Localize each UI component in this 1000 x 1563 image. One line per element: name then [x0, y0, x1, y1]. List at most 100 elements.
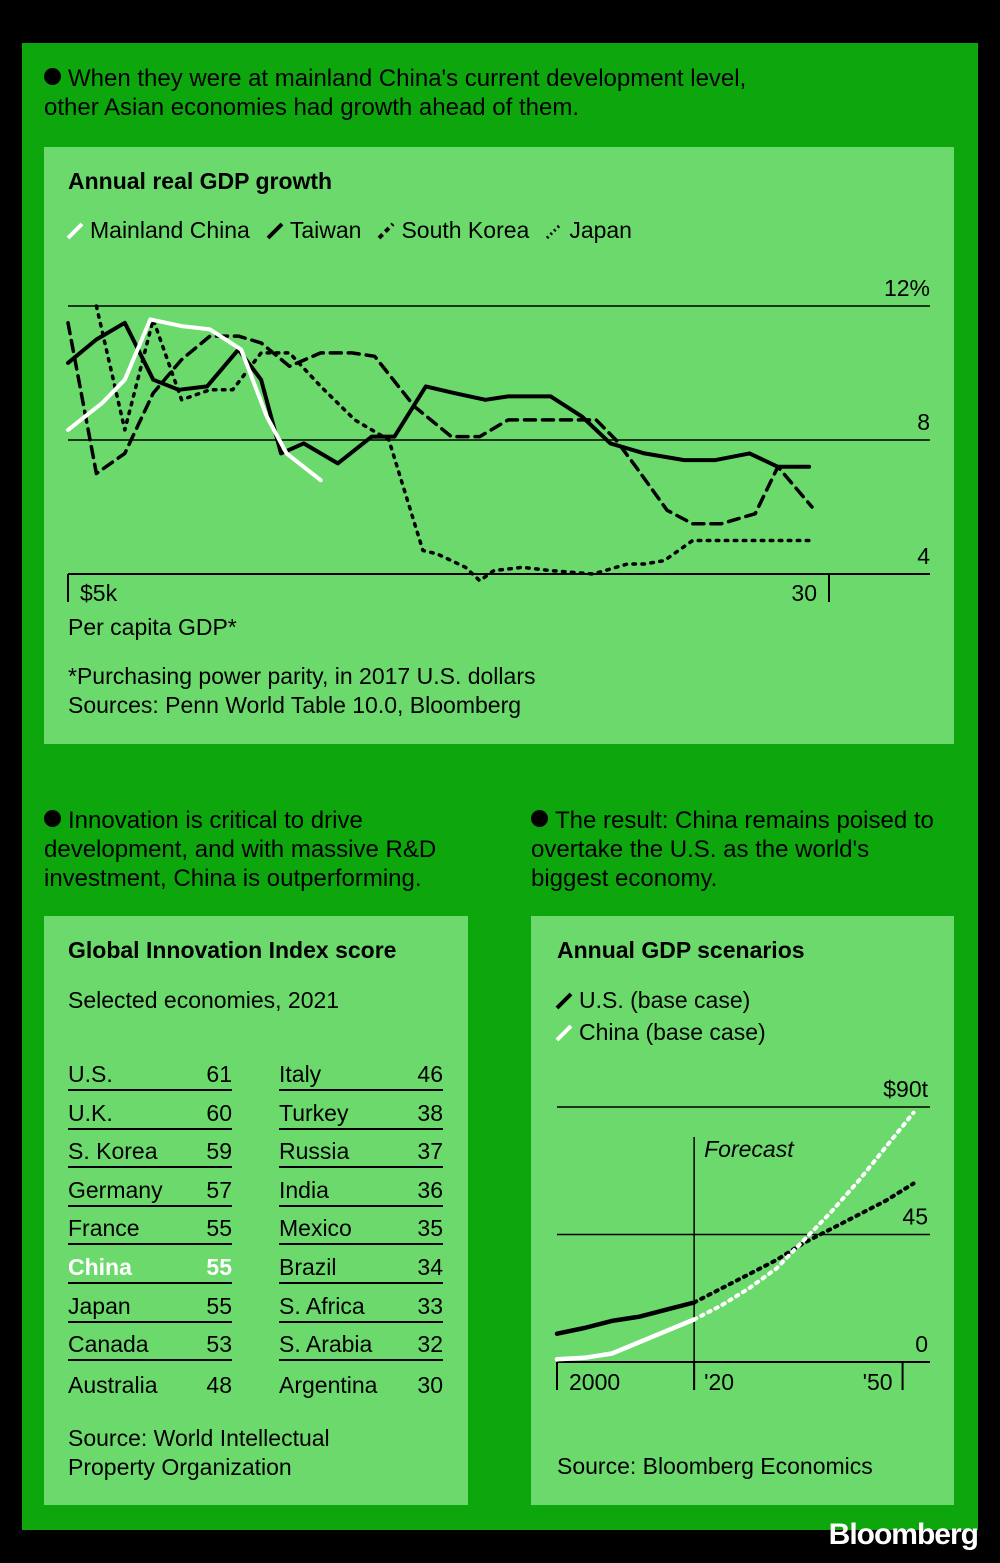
section2-bullet-text: Innovation is critical to drive developm… — [44, 807, 437, 892]
y-tick-label: 45 — [902, 1204, 928, 1230]
bullet-dot-icon — [44, 68, 61, 85]
legend-swatch-china-base-icon — [555, 1024, 573, 1041]
economy-name: S. Arabia — [279, 1331, 373, 1358]
legend-item-us: U.S. (base case) — [555, 987, 750, 1014]
innovation-panel: Global Innovation Index score Selected e… — [44, 916, 468, 1505]
table-row: China 55 — [68, 1247, 232, 1284]
legend-label-south-korea: South Korea — [401, 217, 530, 243]
economy-score: 35 — [417, 1215, 443, 1242]
table-row: Canada 53 — [68, 1324, 232, 1362]
economy-score: 46 — [417, 1061, 443, 1087]
economy-name: S. Korea — [68, 1138, 158, 1165]
table-row: S. Arabia 32 — [279, 1324, 443, 1362]
legend-swatch-japan-icon — [546, 222, 563, 239]
economy-name: Japan — [68, 1292, 131, 1319]
section2-bullet: Innovation is critical to drive developm… — [44, 806, 484, 893]
economy-score: 61 — [206, 1061, 232, 1087]
legend-item-south-korea: South Korea — [377, 217, 529, 244]
series-line-china-base-case-historical — [554, 1317, 697, 1362]
table-row: U.K. 60 — [68, 1093, 232, 1130]
y-tick-label: $90t — [883, 1076, 928, 1102]
economy-score: 37 — [417, 1138, 443, 1165]
table-row: Italy 46 — [279, 1054, 443, 1091]
table-row: Brazil 34 — [279, 1247, 443, 1284]
economy-name: Mexico — [279, 1215, 352, 1242]
gdp-growth-tick-labels: 12% 8 4 $5k 30 — [80, 275, 930, 606]
innovation-table-right: Italy 46 Turkey 38 Russia 37 India 36 Mexico 35 Br… — [279, 1054, 443, 1401]
legend-swatch-south-korea-icon — [378, 222, 395, 239]
economy-name: India — [279, 1176, 329, 1203]
legend-item-taiwan: Taiwan — [266, 217, 362, 244]
table-row: S. Korea 59 — [68, 1131, 232, 1169]
gdp-scenarios-legend-us: U.S. (base case) — [555, 987, 766, 1014]
legend-swatch-taiwan-icon — [266, 222, 284, 239]
economy-name: Turkey — [279, 1099, 349, 1126]
economy-name: Germany — [68, 1176, 163, 1203]
x-tick-label: 2000 — [569, 1369, 620, 1395]
table-row: Germany 57 — [68, 1170, 232, 1207]
gdp-growth-gridlines — [67, 305, 930, 602]
gdp-scenarios-source: Source: Bloomberg Economics — [557, 1453, 873, 1479]
table-row: Russia 37 — [279, 1131, 443, 1169]
gdp-scenarios-series — [554, 1110, 916, 1362]
legend-label-japan: Japan — [569, 217, 632, 243]
gdp-growth-source: Sources: Penn World Table 10.0, Bloomber… — [68, 692, 522, 718]
economy-score: 36 — [417, 1176, 443, 1203]
gdp-growth-panel: Annual real GDP growth Mainland China Ta… — [44, 147, 954, 744]
section1-bullet-text: When they were at mainland China's curre… — [44, 65, 747, 121]
economy-score: 34 — [417, 1253, 443, 1280]
economy-score: 32 — [417, 1331, 443, 1358]
economy-name: Argentina — [279, 1371, 378, 1398]
economy-score: 48 — [206, 1371, 232, 1398]
economy-score: 55 — [206, 1253, 232, 1280]
economy-name: Australia — [68, 1371, 158, 1398]
legend-item-japan: Japan — [545, 217, 632, 244]
gdp-growth-title: Annual real GDP growth — [68, 168, 333, 194]
series-line-japan — [94, 304, 814, 583]
economy-score: 30 — [417, 1371, 443, 1398]
table-row: U.S. 61 — [68, 1054, 232, 1091]
table-row: S. Africa 33 — [279, 1286, 443, 1323]
series-line-taiwan — [66, 320, 812, 469]
y-tick-label: 0 — [915, 1331, 928, 1357]
economy-score: 60 — [206, 1099, 232, 1126]
innovation-subtitle: Selected economies, 2021 — [68, 987, 340, 1013]
bullet-dot-icon — [44, 810, 61, 827]
x-tick-label: '50 — [863, 1369, 893, 1395]
x-tick-label: $5k — [80, 580, 118, 606]
innovation-source: Source: World Intellectual Property Orga… — [68, 1425, 330, 1480]
table-row: Australia 48 — [68, 1363, 232, 1400]
forecast-label: Forecast — [704, 1136, 795, 1162]
table-row: Argentina 30 — [279, 1363, 443, 1400]
economy-score: 57 — [206, 1176, 232, 1203]
legend-label-us: U.S. (base case) — [579, 987, 751, 1013]
economy-name: Italy — [279, 1061, 322, 1087]
x-tick-label: '20 — [704, 1369, 734, 1395]
economy-score: 53 — [206, 1331, 232, 1358]
economy-score: 55 — [206, 1292, 232, 1319]
section3-bullet: The result: China remains poised to over… — [531, 806, 951, 893]
bloomberg-logo: Bloomberg — [828, 1518, 979, 1551]
gdp-growth-footnote: *Purchasing power parity, in 2017 U.S. d… — [68, 663, 536, 689]
legend-label-china: Mainland China — [90, 217, 250, 243]
economy-name: Russia — [279, 1138, 350, 1165]
economy-score: 55 — [206, 1215, 232, 1242]
y-tick-label: 12% — [884, 275, 930, 301]
economy-score: 59 — [206, 1138, 232, 1165]
series-line-china-base-case-forecast — [692, 1110, 916, 1322]
economy-score: 33 — [417, 1292, 443, 1319]
table-row: France 55 — [68, 1208, 232, 1246]
innovation-title: Global Innovation Index score — [68, 937, 397, 963]
economy-name: S. Africa — [279, 1292, 365, 1319]
gdp-scenarios-legend-china: China (base case) — [555, 1019, 782, 1046]
series-line-u-s-base-case-forecast — [692, 1181, 916, 1305]
legend-swatch-us-icon — [555, 992, 573, 1009]
section3-bullet-text: The result: China remains poised to over… — [531, 807, 934, 892]
economy-name: Brazil — [279, 1253, 337, 1280]
table-row: Turkey 38 — [279, 1093, 443, 1130]
section1-bullet: When they were at mainland China's curre… — [44, 64, 764, 122]
legend-label-taiwan: Taiwan — [289, 217, 362, 243]
gdp-scenarios-tick-labels: $90t 45 0 Forecast 2000 '20 '50 — [569, 1076, 929, 1395]
